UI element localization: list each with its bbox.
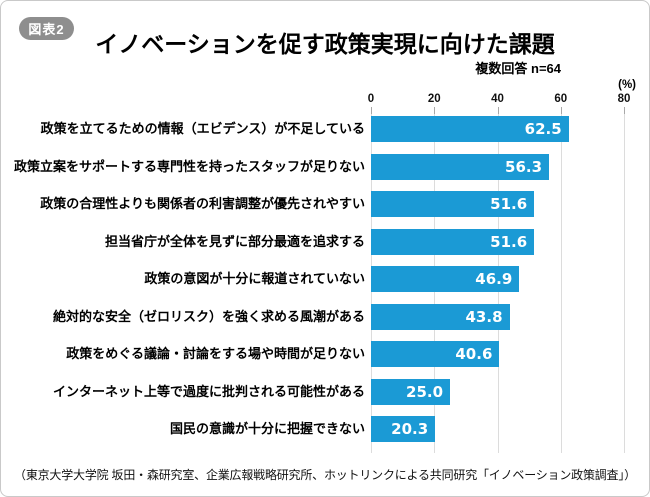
source-note: （東京大学大学院 坂田・森研究室、企業広報戦略研究所、ホットリンクによる共同研究… <box>14 468 636 482</box>
category-label: 政策を立てるための情報（エビデンス）が不足している <box>40 121 365 136</box>
axis-unit-label: (%) <box>618 79 636 91</box>
axis-tick-mark <box>497 107 499 114</box>
bar-value-label: 51.6 <box>490 195 528 213</box>
category-label: 政策立案をサポートする専門性を持ったスタッフが足りない <box>13 158 365 174</box>
bar: 51.6 <box>371 228 535 255</box>
gridline <box>560 114 562 453</box>
bar: 51.6 <box>371 191 535 217</box>
bar-value-label: 25.0 <box>406 382 444 401</box>
axis-tick-label: 40 <box>491 93 504 105</box>
chart-title: イノベーションを促す政策実現に向けた課題 <box>95 31 555 57</box>
bar: 56.3 <box>371 153 550 180</box>
bar-value-label: 56.3 <box>505 157 543 176</box>
axis-tick-label: 80 <box>617 93 631 105</box>
category-label: 国民の意識が十分に把握できない <box>169 421 365 436</box>
axis-tick-mark <box>560 107 562 114</box>
bar-value-label: 43.8 <box>465 307 503 326</box>
bar-value-label: 62.5 <box>524 120 562 138</box>
category-label: 担当省庁が全体を見ずに部分最適を追求する <box>104 233 365 249</box>
axis-tick-label: 60 <box>554 93 568 105</box>
chart-subtitle: 複数回答 n=64 <box>475 61 561 76</box>
bar: 43.8 <box>371 303 510 330</box>
category-label: 絶対的な安全（ゼロリスク）を強く求める風潮がある <box>52 308 365 324</box>
category-label: 政策の合理性よりも関係者の利害調整が優先されやすい <box>40 196 365 211</box>
bar-value-label: 20.3 <box>391 420 429 438</box>
bar-value-label: 51.6 <box>490 232 528 251</box>
bar-value-label: 40.6 <box>455 345 493 363</box>
bar: 20.3 <box>371 416 436 442</box>
category-label: 政策をめぐる議論・討論をする場や時間が足りない <box>66 346 365 361</box>
bar: 25.0 <box>371 378 451 405</box>
category-label: 政策の意図が十分に報道されていない <box>144 271 365 286</box>
figure-badge: 図表2 <box>19 17 74 40</box>
axis-tick-mark <box>371 107 372 114</box>
axis-tick-label: 20 <box>427 93 441 105</box>
bar: 62.5 <box>371 116 569 142</box>
axis-tick-mark <box>624 107 625 114</box>
bar: 46.9 <box>371 266 520 292</box>
bar-value-label: 46.9 <box>475 270 513 288</box>
category-label: インターネット上等で過度に批判される可能性がある <box>52 383 365 399</box>
axis-tick-label: 0 <box>367 93 375 105</box>
axis-tick-mark <box>434 107 436 114</box>
gridline <box>624 114 625 453</box>
bar: 40.6 <box>371 341 500 367</box>
